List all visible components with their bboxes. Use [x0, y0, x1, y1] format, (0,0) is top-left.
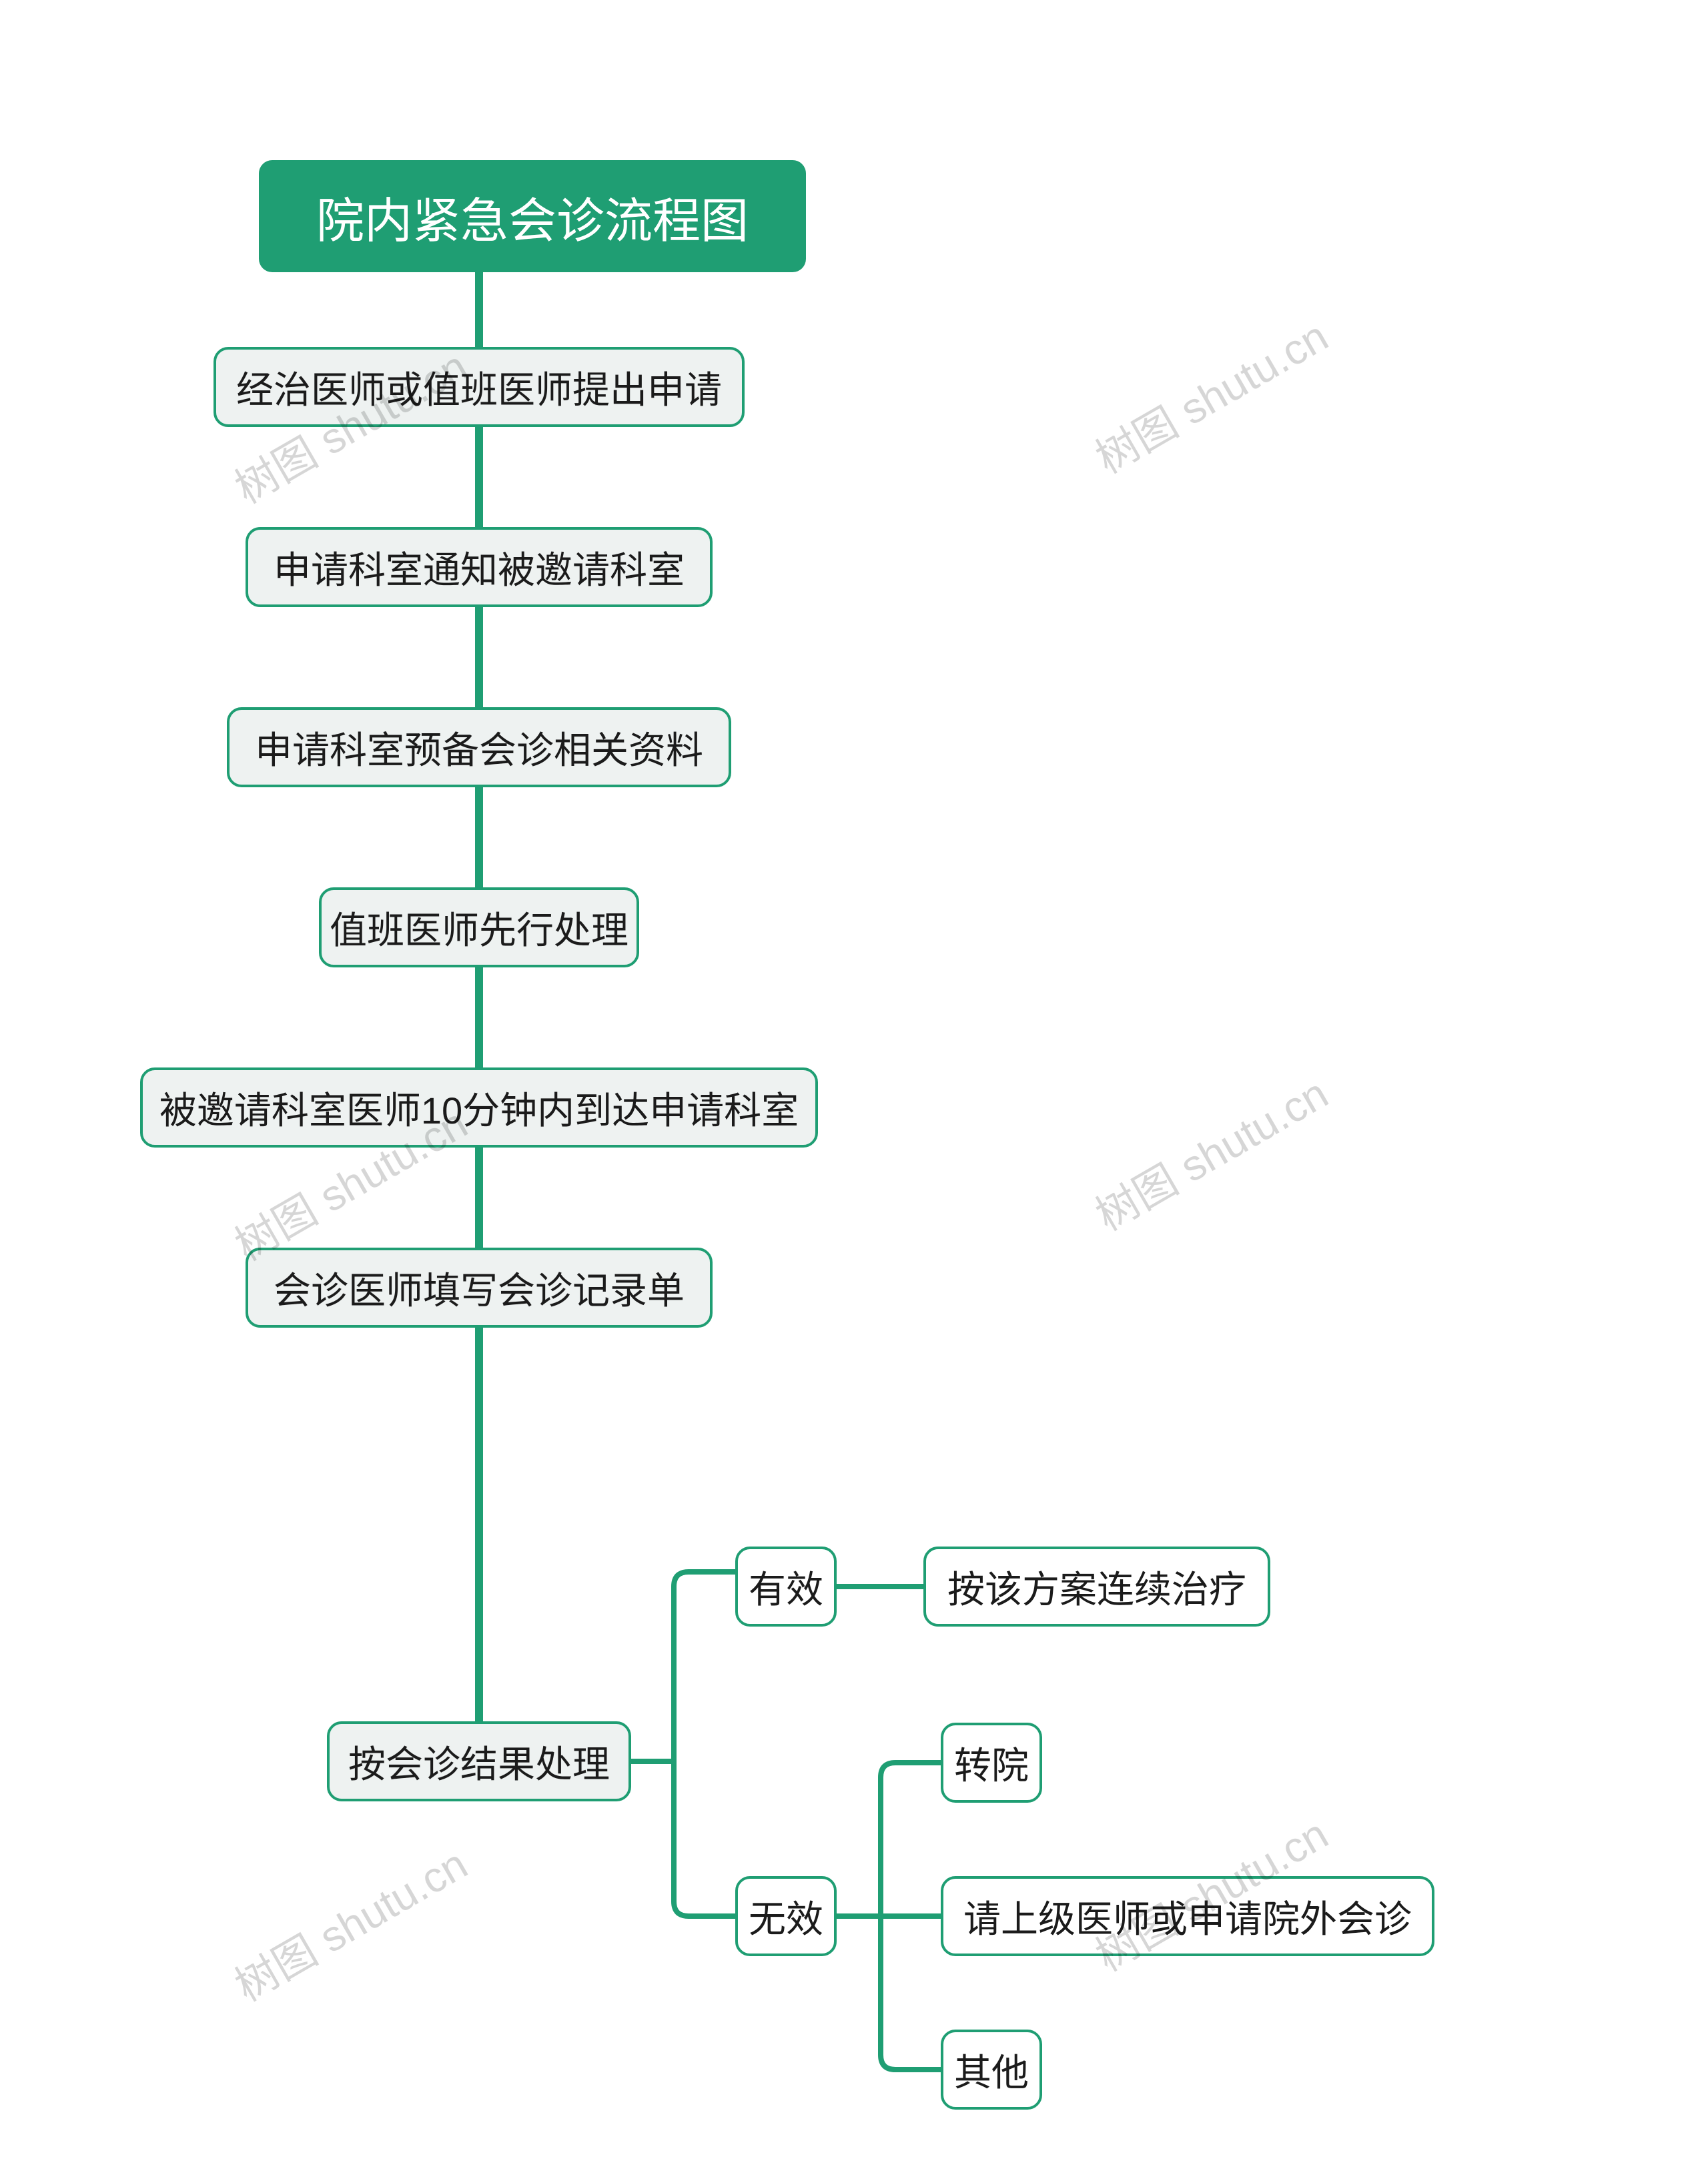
- step-6: 会诊医师填写会诊记录单: [246, 1248, 713, 1328]
- flow-title: 院内紧急会诊流程图: [259, 160, 806, 272]
- effective-result: 按该方案连续治疗: [923, 1547, 1270, 1627]
- step-4: 值班医师先行处理: [319, 887, 639, 967]
- watermark: 树图 shutu.cn: [1083, 303, 1338, 486]
- ineffective-escalate: 请上级医师或申请院外会诊: [941, 1876, 1434, 1956]
- step-2: 申请科室通知被邀请科室: [246, 527, 713, 607]
- branch-effective: 有效: [735, 1547, 837, 1627]
- step-5: 被邀请科室医师10分钟内到达申请科室: [140, 1067, 818, 1148]
- ineffective-transfer: 转院: [941, 1723, 1042, 1803]
- ineffective-other: 其他: [941, 2030, 1042, 2110]
- watermark: 树图 shutu.cn: [1083, 1060, 1338, 1243]
- step-3: 申请科室预备会诊相关资料: [227, 707, 731, 787]
- step-7: 按会诊结果处理: [327, 1721, 631, 1801]
- watermark: 树图 shutu.cn: [222, 1831, 477, 2014]
- step-1: 经治医师或值班医师提出申请: [214, 347, 745, 427]
- branch-ineffective: 无效: [735, 1876, 837, 1956]
